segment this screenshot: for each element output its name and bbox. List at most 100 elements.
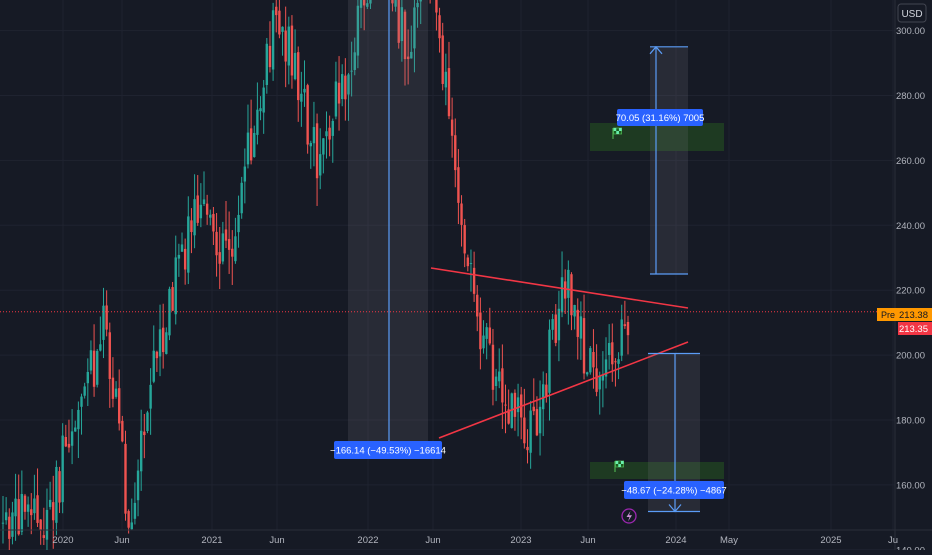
target-up-measurement[interactable]	[649, 45, 688, 275]
candle-body	[231, 248, 234, 257]
candle-body	[77, 409, 80, 430]
candle-body	[438, 15, 441, 39]
last-price-value: 213.35	[899, 324, 928, 335]
lower-trendline[interactable]	[438, 341, 689, 439]
candle-body	[58, 471, 61, 503]
target-up-measure-label: 70.05 (31.16%) 7005	[616, 109, 705, 126]
target-zones	[590, 123, 724, 479]
drop-measure-text: −166.14 (−49.53%) −16614	[330, 446, 446, 457]
candle-body	[356, 5, 360, 56]
candle-body	[469, 263, 473, 265]
candle-body	[67, 443, 71, 448]
candle-body	[20, 493, 24, 532]
candle-body	[297, 52, 300, 101]
candle-body	[64, 436, 68, 447]
candle-body	[334, 81, 338, 117]
candle-body	[293, 52, 297, 80]
candle-body	[183, 248, 187, 270]
candle-body	[554, 314, 557, 343]
y-tick-label: 240.00	[896, 221, 925, 232]
candle-body	[441, 35, 444, 84]
y-tick-label: 140.00	[896, 545, 925, 550]
candle-body	[498, 371, 501, 382]
candle-body	[80, 396, 83, 407]
candle-body	[394, 0, 397, 7]
y-tick-label: 160.00	[896, 480, 925, 491]
candle-body	[118, 388, 121, 424]
pre-tag-value: 213.38	[899, 310, 928, 321]
candle-body	[369, 0, 372, 4]
candle-body	[114, 388, 118, 397]
candle-body	[221, 233, 225, 262]
candle-body	[256, 109, 259, 135]
candle-body	[576, 309, 579, 337]
candle-body	[585, 372, 589, 375]
candle-body	[567, 269, 570, 298]
candle-body	[435, 0, 438, 13]
x-tick-label: 2023	[510, 535, 531, 546]
target-down-measure-label: −48.67 (−24.28%) −4867	[621, 481, 727, 499]
candle-body	[99, 344, 102, 351]
candle-body	[485, 327, 488, 339]
candle-body	[309, 142, 312, 147]
candle-body	[290, 25, 294, 76]
drop-measurement[interactable]	[348, 0, 428, 456]
candle-body	[406, 56, 410, 60]
candle-body	[275, 6, 278, 16]
x-tick-label: May	[720, 535, 738, 546]
candle-body	[45, 509, 49, 540]
candle-body	[479, 312, 482, 350]
candle-body	[259, 108, 262, 112]
candle-body	[11, 512, 14, 537]
candle-body	[130, 522, 133, 530]
candle-body	[240, 182, 243, 214]
candle-body	[454, 135, 457, 171]
target-up-measure-text: 70.05 (31.16%) 7005	[616, 113, 705, 124]
checkered-flag-icon	[614, 460, 624, 472]
candle-body	[523, 417, 526, 444]
y-tick-label: 260.00	[896, 156, 925, 167]
candle-body	[42, 535, 46, 538]
candle-body	[331, 121, 334, 136]
candle-body	[325, 131, 328, 137]
candle-body	[557, 308, 561, 341]
candle-body	[149, 384, 152, 409]
checkered-flag-icon	[612, 127, 622, 139]
candle-body	[155, 351, 159, 359]
upper-trendline[interactable]	[430, 267, 689, 309]
candle-body	[620, 319, 623, 356]
candle-body	[614, 361, 617, 363]
x-tick-label: 2020	[52, 535, 73, 546]
candle-body	[400, 7, 404, 42]
lightning-icon[interactable]	[621, 508, 637, 524]
candle-body	[611, 342, 614, 365]
candle-body	[237, 214, 240, 233]
candle-body	[14, 498, 17, 517]
candle-body	[136, 470, 140, 501]
candle-body	[579, 316, 583, 339]
candle-body	[70, 431, 74, 446]
candle-body	[284, 30, 287, 62]
drop-measure-label: −166.14 (−49.53%) −16614	[330, 441, 446, 459]
currency-button[interactable]: USD	[897, 3, 927, 23]
candle-body	[482, 335, 485, 349]
x-tick-label: Jun	[114, 535, 129, 546]
candle-body	[146, 412, 149, 432]
candle-body	[403, 11, 407, 60]
candle-body	[526, 446, 529, 451]
candle-body	[466, 257, 470, 267]
candle-body	[36, 495, 39, 523]
target-up-zone	[590, 123, 724, 151]
candle-body	[268, 45, 272, 68]
x-tick-label: 2022	[357, 535, 378, 546]
candle-body	[607, 342, 611, 355]
candle-body	[623, 324, 627, 327]
y-tick-label: 200.00	[896, 351, 925, 362]
candle-body	[227, 239, 231, 250]
candle-body	[306, 85, 309, 145]
last-price-tag: 213.35	[898, 322, 932, 335]
x-tick-label: 2025	[820, 535, 841, 546]
candle-body	[8, 516, 11, 539]
candle-body	[265, 43, 269, 85]
